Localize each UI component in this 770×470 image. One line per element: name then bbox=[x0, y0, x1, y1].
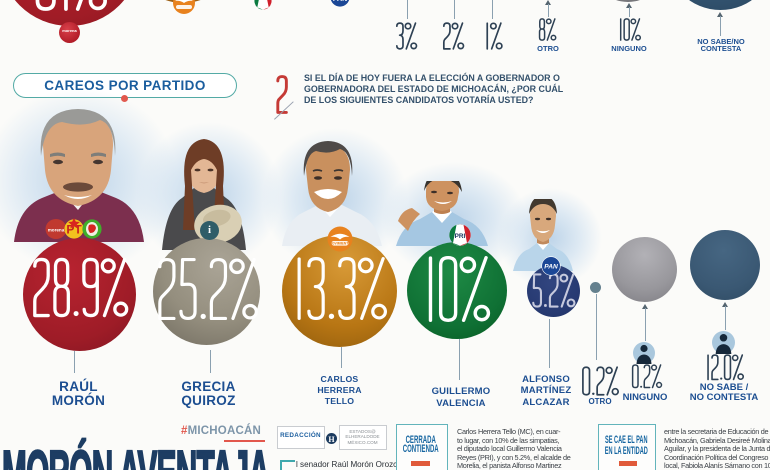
svg-text:morena: morena bbox=[48, 228, 65, 233]
svg-text:PAN: PAN bbox=[544, 264, 558, 271]
svg-text:PAN: PAN bbox=[333, 0, 347, 3]
svg-text:PT: PT bbox=[66, 223, 82, 237]
svg-text:PRI: PRI bbox=[455, 233, 466, 240]
svg-text:MOVIMIENTO: MOVIMIENTO bbox=[329, 242, 351, 246]
